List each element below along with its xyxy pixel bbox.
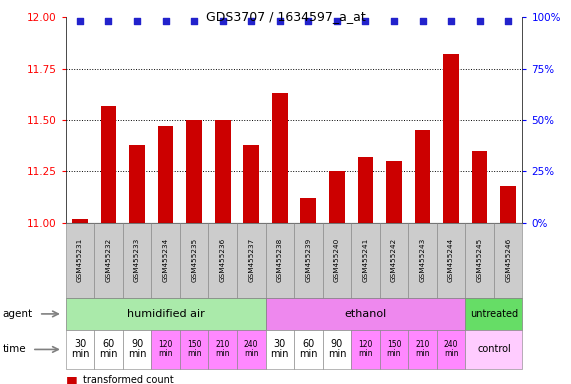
Text: GSM455237: GSM455237 (248, 238, 254, 282)
Text: 90
min: 90 min (128, 339, 146, 359)
Point (475, 18, 484, 25)
Bar (100, 106, 116, 223)
Bar (158, 126, 174, 223)
Text: ethanol: ethanol (344, 309, 387, 319)
Text: 150
min: 150 min (187, 341, 202, 358)
Point (447, 18, 456, 25)
Point (389, 18, 399, 25)
Bar (215, 120, 231, 223)
Text: transformed count: transformed count (83, 375, 174, 384)
Text: time: time (3, 344, 26, 354)
Point (104, 18, 113, 25)
Bar (443, 54, 459, 223)
Text: GSM455235: GSM455235 (191, 238, 197, 282)
Text: 90
min: 90 min (328, 339, 346, 359)
Text: 120
min: 120 min (158, 341, 173, 358)
Text: GSM455244: GSM455244 (448, 238, 454, 282)
Text: untreated: untreated (470, 309, 518, 319)
Bar (329, 171, 345, 223)
Point (247, 18, 256, 25)
Point (190, 18, 199, 25)
Point (504, 18, 513, 25)
Text: GSM455233: GSM455233 (134, 238, 140, 282)
Bar (500, 186, 516, 223)
Bar (129, 145, 145, 223)
Text: GSM455245: GSM455245 (477, 238, 482, 282)
Point (75, 18, 85, 25)
Text: ■: ■ (66, 374, 78, 384)
Bar (415, 130, 431, 223)
Point (418, 18, 427, 25)
Bar (272, 93, 288, 223)
Point (161, 18, 170, 25)
Text: 240
min: 240 min (244, 341, 259, 358)
Text: GSM455238: GSM455238 (277, 238, 283, 282)
Text: 150
min: 150 min (387, 341, 401, 358)
Bar (186, 120, 202, 223)
Text: GSM455231: GSM455231 (77, 238, 83, 282)
Text: GSM455242: GSM455242 (391, 238, 397, 282)
Point (304, 18, 313, 25)
Bar (72, 218, 88, 223)
Text: GSM455243: GSM455243 (420, 238, 425, 282)
Text: 210
min: 210 min (415, 341, 430, 358)
Text: 30
min: 30 min (271, 339, 289, 359)
Point (275, 18, 284, 25)
Text: GSM455241: GSM455241 (363, 238, 368, 282)
Text: control: control (477, 344, 511, 354)
Bar (357, 157, 373, 223)
Text: GDS3707 / 1634597_a_at: GDS3707 / 1634597_a_at (206, 10, 365, 23)
Text: 210
min: 210 min (215, 341, 230, 358)
Text: 120
min: 120 min (358, 341, 373, 358)
Bar (386, 161, 402, 223)
Point (132, 18, 142, 25)
Bar (472, 151, 488, 223)
Bar (300, 198, 316, 223)
Point (218, 18, 227, 25)
Text: GSM455239: GSM455239 (305, 238, 311, 282)
Text: GSM455232: GSM455232 (106, 238, 111, 282)
Text: 60
min: 60 min (99, 339, 118, 359)
Text: humidified air: humidified air (127, 309, 204, 319)
Text: 30
min: 30 min (71, 339, 89, 359)
Text: GSM455234: GSM455234 (163, 238, 168, 282)
Text: agent: agent (3, 309, 33, 319)
Point (361, 18, 370, 25)
Text: ■: ■ (66, 383, 78, 384)
Point (332, 18, 341, 25)
Text: GSM455236: GSM455236 (220, 238, 226, 282)
Text: GSM455246: GSM455246 (505, 238, 511, 282)
Text: 240
min: 240 min (444, 341, 459, 358)
Text: 60
min: 60 min (299, 339, 317, 359)
Bar (243, 145, 259, 223)
Text: GSM455240: GSM455240 (334, 238, 340, 282)
